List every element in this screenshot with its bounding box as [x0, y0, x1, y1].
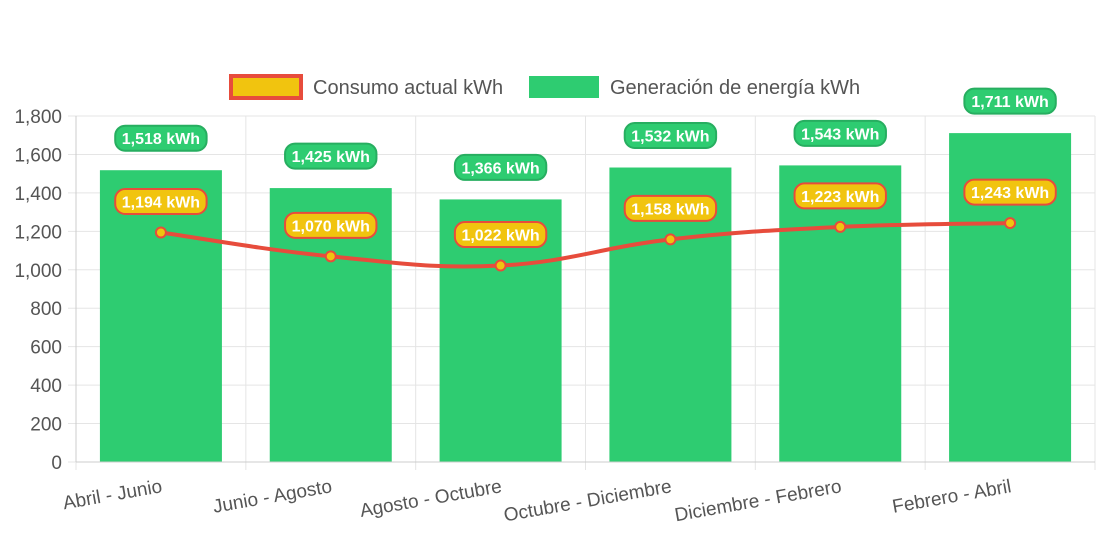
data-label-text: 1,425 kWh	[292, 149, 370, 166]
data-label-text: 1,194 kWh	[122, 194, 200, 211]
data-label-box	[623, 122, 718, 150]
line-path	[160, 221, 1011, 269]
y-tick-label: 0	[51, 453, 62, 474]
data-label-text: 1,366 kWh	[461, 160, 539, 177]
data-label-box	[453, 221, 548, 249]
data-label-text: 1,543 kWh	[801, 126, 879, 143]
data-label-box	[963, 87, 1057, 115]
data-label: 1,194 kWh	[114, 187, 208, 215]
data-label-text: 1,158 kWh	[631, 201, 709, 218]
bar[interactable]	[99, 170, 222, 462]
x-tick-label: Febrero - Abril	[891, 476, 1013, 518]
line-series	[154, 217, 1017, 272]
legend-label-generacion[interactable]: Generación de energía kWh	[610, 77, 860, 99]
line-point[interactable]	[324, 250, 337, 263]
data-label-box	[453, 153, 548, 181]
line-point[interactable]	[1004, 217, 1017, 230]
legend[interactable]: Consumo actual kWh Generación de energía…	[229, 74, 860, 100]
line-point[interactable]	[664, 233, 677, 246]
y-tick-label: 600	[30, 338, 62, 359]
y-tick-label: 1,800	[14, 107, 62, 128]
data-label: 1,543 kWh	[793, 119, 887, 147]
data-label: 1,518 kWh	[114, 124, 208, 152]
data-label: 1,158 kWh	[623, 194, 718, 222]
line-point[interactable]	[494, 259, 507, 272]
line-point[interactable]	[834, 220, 847, 233]
data-label-box	[114, 124, 208, 152]
y-tick-label: 1,600	[14, 145, 62, 166]
data-label: 1,070 kWh	[284, 211, 378, 239]
x-tick-label: Abril - Junio	[61, 476, 163, 514]
data-label-text: 1,518 kWh	[122, 131, 200, 148]
y-tick-label: 1,400	[14, 184, 62, 205]
data-label: 1,223 kWh	[793, 182, 887, 210]
bar[interactable]	[779, 165, 902, 462]
line-point[interactable]	[154, 226, 167, 239]
x-tick-label: Junio - Agosto	[211, 476, 333, 518]
data-label: 1,366 kWh	[453, 153, 548, 181]
legend-swatch-consumo[interactable]	[229, 74, 303, 100]
y-tick-label: 1,000	[14, 261, 62, 282]
data-label-text: 1,711 kWh	[971, 94, 1048, 111]
data-label: 1,532 kWh	[623, 122, 718, 150]
legend-label-consumo[interactable]: Consumo actual kWh	[313, 77, 503, 99]
data-label: 1,022 kWh	[453, 221, 548, 249]
data-label-box	[284, 142, 378, 170]
y-tick-label: 200	[30, 415, 62, 436]
data-label-text: 1,532 kWh	[631, 129, 709, 146]
x-tick-label: Octubre - Diciembre	[502, 476, 673, 526]
x-tick-label: Agosto - Octubre	[358, 476, 503, 522]
data-labels: 1,518 kWh 1,425 kWh 1,366 kWh 1,532 kWh 1,54…	[114, 87, 1057, 249]
data-label-box	[284, 211, 378, 239]
data-label-text: 1,223 kWh	[801, 189, 879, 206]
data-label-box	[793, 119, 887, 147]
data-label-text: 1,022 kWh	[461, 228, 539, 245]
y-tick-label: 800	[30, 299, 62, 320]
legend-swatch-generacion[interactable]	[529, 76, 599, 98]
data-label-box	[793, 182, 887, 210]
grid	[68, 115, 1096, 470]
data-label-text: 1,070 kWh	[292, 218, 370, 235]
data-label-box	[623, 194, 718, 222]
y-tick-label: 400	[30, 376, 62, 397]
y-tick-label: 1,200	[14, 222, 62, 243]
data-label: 1,711 kWh	[963, 87, 1057, 115]
data-label: 1,425 kWh	[284, 142, 378, 170]
data-label-box	[114, 187, 208, 215]
x-tick-label: Diciembre - Febrero	[673, 476, 843, 526]
data-label: 1,243 kWh	[963, 178, 1057, 206]
data-label-box	[963, 178, 1057, 206]
data-label-text: 1,243 kWh	[971, 185, 1049, 202]
